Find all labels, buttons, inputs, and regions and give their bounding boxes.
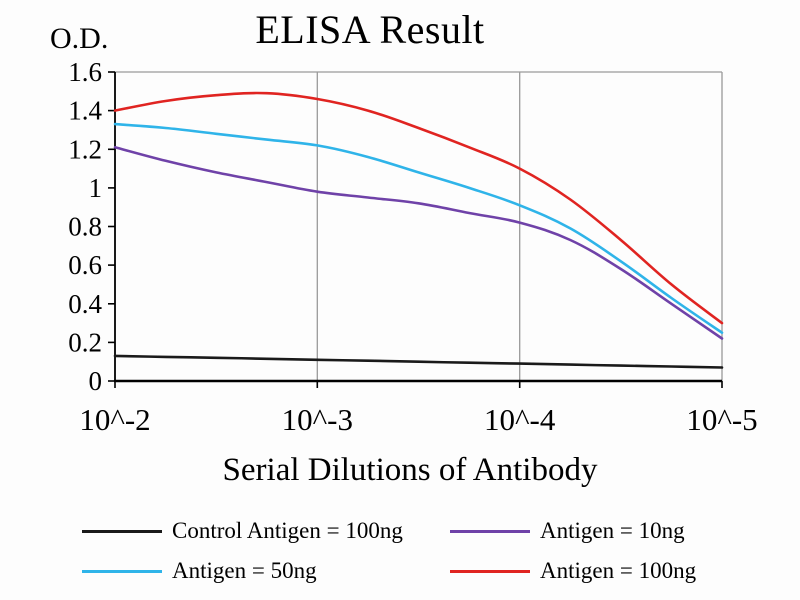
- x-tick-label: 10^-3: [282, 402, 353, 437]
- legend-label: Antigen = 10ng: [540, 518, 685, 543]
- x-axis-label: Serial Dilutions of Antibody: [222, 452, 598, 488]
- x-tick-label: 10^-4: [484, 402, 556, 437]
- legend-item-0: Control Antigen = 100ng: [82, 518, 450, 544]
- legend-swatch: [82, 569, 162, 573]
- y-tick-label: 0.4: [68, 289, 102, 319]
- legend-item-1: Antigen = 10ng: [450, 518, 800, 544]
- legend-item-2: Antigen = 50ng: [82, 558, 450, 584]
- y-tick-label: 1.2: [68, 134, 102, 164]
- legend-label: Control Antigen = 100ng: [172, 518, 403, 543]
- y-tick-label: 1.4: [68, 96, 102, 126]
- chart-title: ELISA Result: [255, 7, 485, 52]
- series-line-3: [113, 91, 724, 325]
- series-line-2: [113, 122, 724, 334]
- y-tick-label: 0.6: [68, 250, 102, 280]
- y-tick-label: 0: [89, 366, 103, 396]
- legend-swatch: [450, 529, 530, 533]
- x-tick-label: 10^-2: [79, 402, 150, 437]
- legend-swatch: [450, 569, 530, 573]
- y-axis-label: O.D.: [50, 22, 109, 55]
- x-tick-label: 10^-5: [686, 402, 757, 437]
- y-tick-label: 0.8: [68, 212, 102, 242]
- y-tick-label: 1.6: [68, 57, 102, 87]
- legend-label: Antigen = 100ng: [540, 558, 697, 583]
- y-tick-label: 1: [89, 173, 103, 203]
- legend-item-3: Antigen = 100ng: [450, 558, 800, 584]
- legend: Control Antigen = 100ng Antigen = 10ng Ant…: [0, 518, 800, 584]
- legend-label: Antigen = 50ng: [172, 558, 317, 583]
- plot-area: 0 0.2 0.4 0.6 0.8 1 1.2 1.4 1.6 10^-2 10^-3 10^-4 10…: [68, 57, 757, 437]
- series-line-0: [113, 354, 724, 369]
- series-line-1: [113, 146, 724, 340]
- legend-swatch: [82, 529, 162, 533]
- y-tick-label: 0.2: [68, 327, 102, 357]
